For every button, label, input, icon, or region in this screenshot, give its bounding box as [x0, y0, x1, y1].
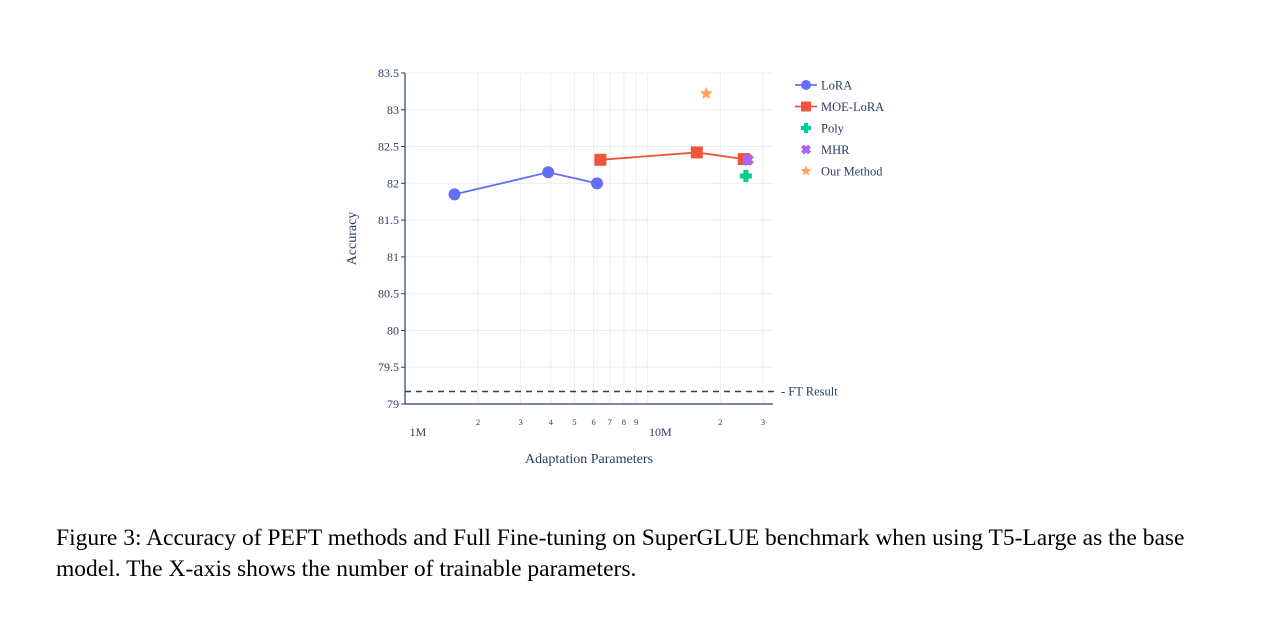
series-mhr [741, 153, 754, 166]
legend-item-our-method: Our Method [800, 165, 883, 179]
legend-marker-mhr [800, 144, 812, 155]
ft-result-label: - FT Result [781, 384, 838, 398]
y-tick-label: 83 [387, 103, 399, 117]
data-point-poly [739, 169, 752, 182]
data-point-lora [448, 188, 461, 201]
grid-lines [404, 72, 773, 405]
legend-item-poly: Poly [801, 122, 845, 136]
y-tick-label: 79.5 [378, 360, 399, 374]
x-minor-tick-label: 5 [572, 417, 576, 427]
series-group [448, 86, 754, 201]
series-poly [739, 169, 752, 182]
data-point-mhr [741, 153, 754, 166]
y-tick-label: 79 [387, 397, 399, 411]
x-minor-tick-label: 3 [761, 417, 765, 427]
legend-marker-our-method [800, 165, 812, 176]
data-point-lora [591, 177, 604, 190]
legend-marker-lora [801, 80, 811, 90]
y-tick-label: 82 [387, 176, 399, 190]
legend-label-our-method: Our Method [821, 165, 883, 179]
x-minor-tick-label: 3 [519, 417, 523, 427]
y-axis-title: Accuracy [345, 212, 360, 266]
y-tick-label: 80 [387, 323, 399, 337]
legend-marker-poly [801, 123, 811, 133]
data-point-our-method [699, 86, 713, 100]
legend-item-mhr: MHR [800, 143, 850, 157]
legend: LoRA MOE-LoRA Poly MHR Our Method [795, 79, 884, 179]
data-point-moe-lora [594, 153, 607, 166]
legend-label-moe-lora: MOE-LoRA [821, 100, 884, 114]
x-minor-tick-label: 8 [622, 417, 626, 427]
data-point-lora [542, 166, 555, 179]
y-tick-label: 80.5 [378, 287, 399, 301]
x-tick-label: 10M [649, 425, 672, 439]
legend-item-moe-lora: MOE-LoRA [795, 100, 884, 114]
series-our-method [699, 86, 713, 100]
data-point-moe-lora [690, 146, 703, 159]
y-tick-label: 83.5 [378, 66, 399, 80]
legend-item-lora: LoRA [795, 79, 852, 93]
legend-label-mhr: MHR [821, 143, 850, 157]
legend-label-poly: Poly [821, 122, 845, 136]
x-axis-title: Adaptation Parameters [525, 452, 653, 467]
y-tick-label: 81.5 [378, 213, 399, 227]
legend-label-lora: LoRA [821, 79, 852, 93]
y-tick-label: 82.5 [378, 140, 399, 154]
x-minor-tick-label: 7 [608, 417, 612, 427]
series-lora [448, 166, 604, 201]
series-moe-lora [594, 146, 750, 166]
series-line-moe-lora [600, 151, 744, 161]
x-minor-tick-label: 6 [591, 417, 595, 427]
reference-line-group: - FT Result [405, 384, 838, 398]
x-minor-tick-label: 9 [634, 417, 638, 427]
legend-marker-moe-lora [801, 101, 811, 112]
x-minor-tick-label: 2 [718, 417, 722, 427]
y-tick-label: 81 [387, 250, 399, 264]
x-minor-tick-label: 2 [476, 417, 480, 427]
x-minor-tick-label: 4 [549, 417, 554, 427]
x-tick-label: 1M [410, 425, 427, 439]
figure-caption: Figure 3: Accuracy of PEFT methods and F… [56, 525, 1185, 582]
